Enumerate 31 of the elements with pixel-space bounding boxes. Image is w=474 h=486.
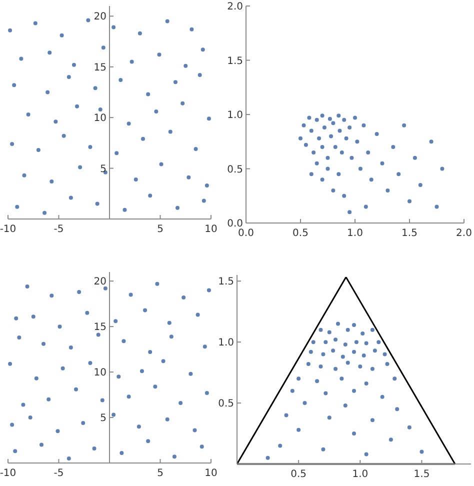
x-tick-label: -5 bbox=[54, 224, 64, 235]
y-tick-label: 2.0 bbox=[227, 2, 243, 12]
x-tick-label: 1.0 bbox=[352, 469, 368, 480]
x-tick-label: 0.0 bbox=[238, 228, 254, 239]
x-tick-label: 0.5 bbox=[290, 469, 307, 480]
x-tick-label: 1.0 bbox=[347, 228, 363, 239]
x-tick-label: -10 bbox=[0, 224, 16, 235]
y-tick-label: 15 bbox=[94, 62, 106, 74]
y-tick-label: 1.5 bbox=[227, 56, 243, 67]
y-tick-label: 15 bbox=[94, 322, 106, 334]
x-tick-label: 2.0 bbox=[456, 228, 472, 239]
y-tick-label: 1.0 bbox=[227, 110, 243, 121]
x-tick-label: 5 bbox=[157, 224, 164, 235]
x-tick-label: 10 bbox=[204, 468, 218, 479]
y-tick-label: 5 bbox=[100, 164, 106, 175]
y-tick-label: 0.5 bbox=[227, 164, 243, 176]
y-tick-label: 1.0 bbox=[218, 338, 234, 349]
x-tick-label: 1.5 bbox=[414, 469, 430, 480]
y-tick-label: 5 bbox=[100, 413, 106, 424]
x-tick-label: 5 bbox=[157, 468, 164, 479]
x-tick-label: 1.5 bbox=[402, 228, 418, 239]
x-tick-label: 0.5 bbox=[292, 228, 308, 239]
x-tick-label: -10 bbox=[0, 468, 16, 479]
x-tick-label: 10 bbox=[204, 224, 218, 235]
y-tick-label: 1.5 bbox=[218, 276, 234, 288]
y-tick-label: 10 bbox=[94, 113, 106, 124]
y-tick-label: 20 bbox=[94, 276, 106, 288]
y-tick-label: 10 bbox=[94, 368, 106, 379]
y-tick-label: 0.5 bbox=[218, 398, 234, 410]
x-tick-label: -5 bbox=[54, 468, 64, 479]
y-tick-label: 20 bbox=[94, 12, 106, 23]
